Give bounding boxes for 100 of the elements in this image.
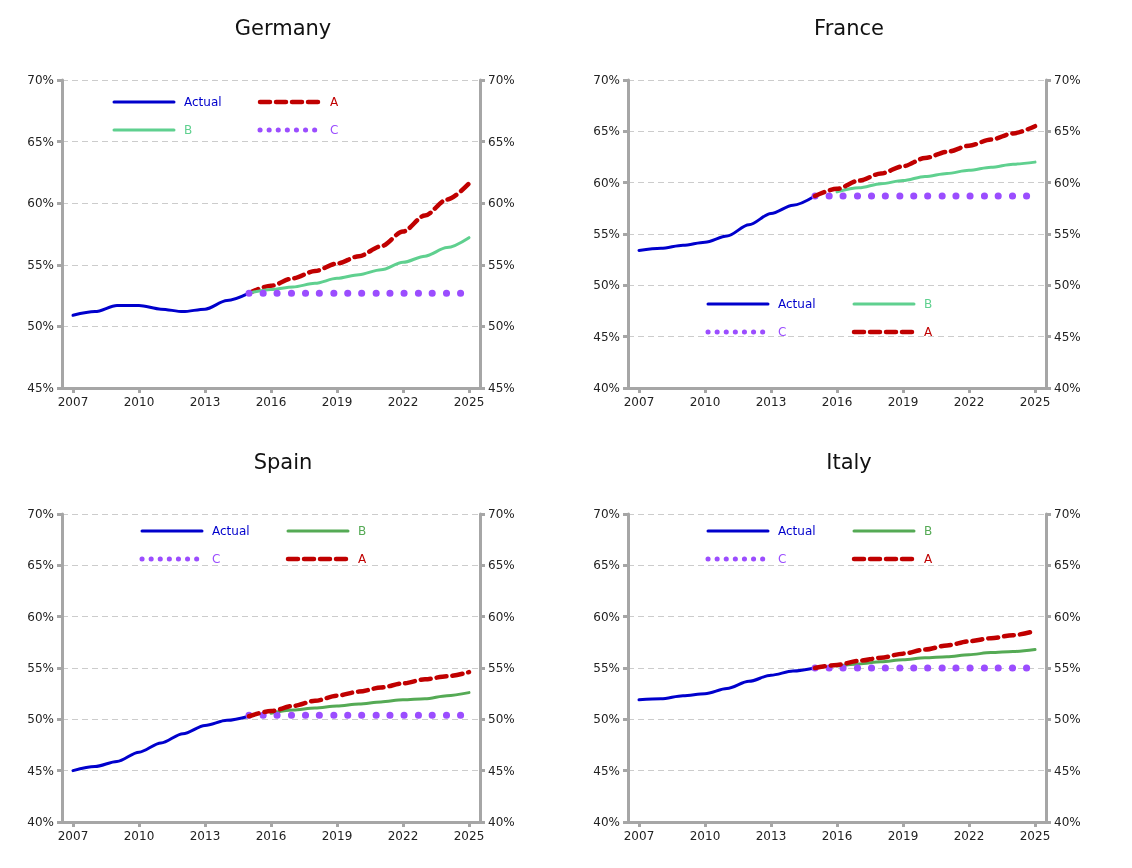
- y2-tick-label: 40%: [1054, 815, 1081, 829]
- y-tick-label: 50%: [593, 712, 620, 727]
- x-tick-label: 2016: [821, 395, 853, 409]
- y-tick-label: 55%: [27, 257, 54, 272]
- y-tick-label: 55%: [593, 227, 620, 241]
- x-tick-label: 2007: [57, 829, 89, 843]
- legend-label: C: [778, 552, 787, 566]
- y2-tick-label: 70%: [488, 73, 515, 87]
- y2-tick-label: 60%: [488, 196, 515, 211]
- y-tick-label: 65%: [593, 558, 620, 573]
- y2-tick-label: 65%: [1054, 558, 1081, 573]
- y-tick-label: 50%: [27, 319, 54, 334]
- y-tick-label: 45%: [593, 763, 620, 778]
- legend-label: C: [778, 325, 787, 339]
- x-tick-label: 2019: [321, 395, 353, 409]
- y2-tick-label: 55%: [488, 257, 515, 272]
- x-tick-label: 2025: [1019, 395, 1051, 409]
- y2-tick-label: 45%: [1054, 329, 1081, 344]
- x-tick-label: 2013: [755, 829, 787, 843]
- y2-tick-label: 45%: [488, 763, 515, 778]
- chart-title: Spain: [253, 449, 313, 474]
- legend-label: A: [924, 325, 933, 339]
- y-tick-label: 65%: [27, 134, 54, 149]
- y-tick-label: 60%: [27, 609, 54, 624]
- y-tick-label: 50%: [593, 278, 620, 293]
- y-tick-label: 55%: [27, 661, 54, 675]
- y-tick-label: 70%: [593, 73, 620, 87]
- x-tick-label: 2022: [387, 395, 419, 409]
- y-tick-label: 65%: [27, 558, 54, 573]
- legend-label: Actual: [184, 95, 222, 109]
- y2-tick-label: 70%: [488, 507, 515, 521]
- y-tick-label: 55%: [593, 661, 620, 675]
- legend-label: B: [924, 524, 933, 538]
- y2-tick-label: 65%: [488, 134, 515, 149]
- line-series: [269, 691, 471, 715]
- chart-title: Italy: [826, 449, 872, 474]
- x-tick-label: 2022: [953, 829, 985, 843]
- x-tick-label: 2025: [453, 829, 485, 843]
- legend-label: A: [924, 552, 933, 566]
- x-tick-label: 2013: [189, 395, 221, 409]
- y2-tick-label: 55%: [1054, 661, 1081, 675]
- x-tick-label: 2016: [821, 829, 853, 843]
- y2-tick-label: 60%: [488, 609, 515, 624]
- chart-title: France: [814, 15, 884, 40]
- legend-label: B: [184, 123, 193, 137]
- y2-tick-label: 65%: [1054, 124, 1081, 139]
- y-tick-label: 65%: [593, 124, 620, 139]
- y2-tick-label: 45%: [488, 381, 515, 395]
- x-tick-label: 2022: [953, 395, 985, 409]
- x-tick-label: 2007: [623, 829, 655, 843]
- x-tick-label: 2022: [387, 829, 419, 843]
- x-tick-label: 2007: [623, 395, 655, 409]
- x-tick-label: 2016: [255, 829, 287, 843]
- line-series: [246, 669, 472, 719]
- legend-label: Actual: [778, 524, 816, 538]
- x-tick-label: 2010: [689, 829, 721, 843]
- legend-label: Actual: [778, 297, 816, 311]
- x-tick-label: 2025: [453, 395, 485, 409]
- x-tick-label: 2019: [887, 395, 919, 409]
- y2-tick-label: 55%: [488, 661, 515, 675]
- y2-tick-label: 55%: [1054, 227, 1081, 241]
- legend-label: B: [924, 297, 933, 311]
- y-tick-label: 45%: [27, 381, 54, 395]
- y2-tick-label: 50%: [488, 712, 515, 727]
- y-tick-label: 60%: [593, 609, 620, 624]
- y-tick-label: 40%: [27, 815, 54, 829]
- y2-tick-label: 50%: [488, 319, 515, 334]
- y2-tick-label: 70%: [1054, 507, 1081, 521]
- y2-tick-label: 50%: [1054, 278, 1081, 293]
- x-tick-label: 2010: [123, 829, 155, 843]
- x-tick-label: 2019: [887, 829, 919, 843]
- y-tick-label: 60%: [27, 196, 54, 211]
- legend-label: Actual: [212, 524, 250, 538]
- y-tick-label: 45%: [593, 329, 620, 344]
- legend-label: C: [330, 123, 339, 137]
- y-tick-label: 70%: [27, 73, 54, 87]
- x-tick-label: 2025: [1019, 829, 1051, 843]
- y2-tick-label: 65%: [488, 558, 515, 573]
- y2-tick-label: 60%: [1054, 609, 1081, 624]
- y2-tick-label: 45%: [1054, 763, 1081, 778]
- x-tick-label: 2010: [689, 395, 721, 409]
- y2-tick-label: 40%: [488, 815, 515, 829]
- line-series: [812, 123, 1038, 199]
- x-tick-label: 2007: [57, 395, 89, 409]
- y2-tick-label: 50%: [1054, 712, 1081, 727]
- x-tick-label: 2019: [321, 829, 353, 843]
- line-series: [835, 160, 1037, 194]
- y-tick-label: 50%: [27, 712, 54, 727]
- chart-title: Germany: [234, 15, 332, 40]
- y-tick-label: 60%: [593, 175, 620, 190]
- y2-tick-label: 60%: [1054, 175, 1081, 190]
- y2-tick-label: 40%: [1054, 381, 1081, 395]
- x-tick-label: 2010: [123, 395, 155, 409]
- y-tick-label: 45%: [27, 763, 54, 778]
- x-tick-label: 2016: [255, 395, 287, 409]
- x-tick-label: 2013: [755, 395, 787, 409]
- y-tick-label: 40%: [593, 381, 620, 395]
- y-tick-label: 70%: [27, 507, 54, 521]
- x-tick-label: 2013: [189, 829, 221, 843]
- y2-tick-label: 70%: [1054, 73, 1081, 87]
